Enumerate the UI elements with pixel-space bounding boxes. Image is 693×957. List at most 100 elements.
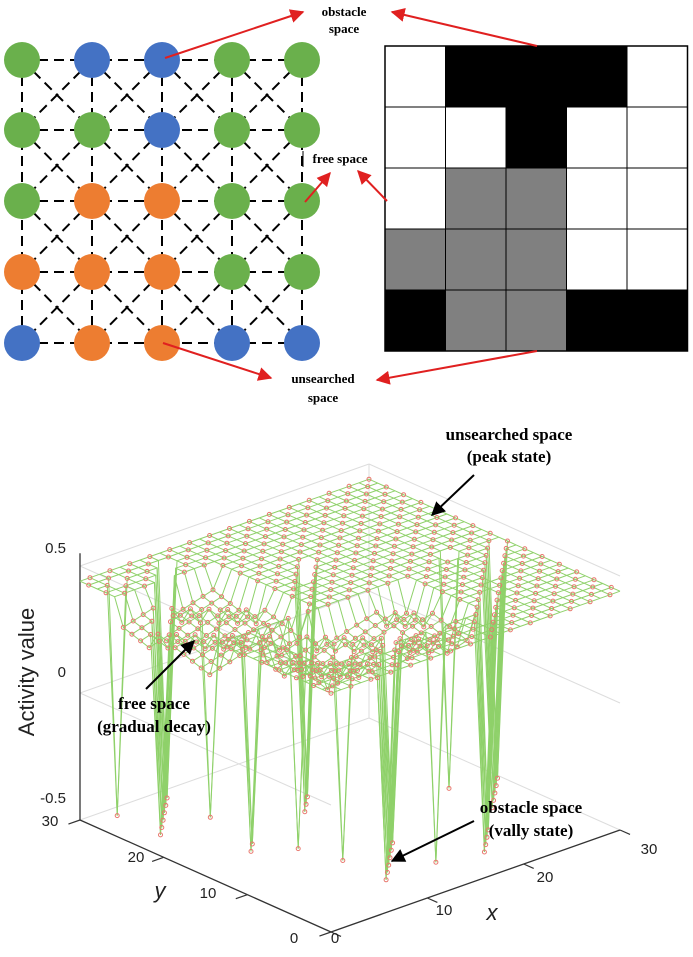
data-point <box>352 557 358 563</box>
grid-cell-black <box>505 45 567 108</box>
data-point <box>455 631 461 637</box>
mesh-column <box>139 559 392 845</box>
data-point <box>244 533 250 539</box>
label-unsearched-space-l2: space <box>308 390 339 405</box>
data-point <box>371 636 377 642</box>
data-point <box>429 648 435 654</box>
data-point <box>449 537 455 543</box>
data-point <box>190 600 196 606</box>
data-point <box>383 877 389 883</box>
data-point <box>360 635 366 641</box>
data-point <box>444 650 450 656</box>
data-point <box>321 520 327 526</box>
plot-annotations: unsearched space (peak state) free space… <box>97 425 583 862</box>
data-point <box>397 636 403 642</box>
data-point <box>503 545 509 551</box>
data-point <box>126 568 131 574</box>
data-point <box>237 653 243 658</box>
data-point <box>296 660 302 666</box>
data-point <box>421 624 427 630</box>
data-point <box>271 614 277 620</box>
data-point <box>446 785 452 791</box>
data-point <box>481 849 487 855</box>
data-point <box>478 582 484 588</box>
data-point <box>434 636 440 642</box>
plot-axis-line <box>330 829 621 933</box>
grid-cell-white <box>566 106 628 169</box>
data-point <box>189 613 195 619</box>
arrow-free-right <box>357 169 388 202</box>
data-point <box>368 642 374 648</box>
data-point <box>453 515 459 521</box>
data-point <box>330 654 336 660</box>
data-point <box>414 522 420 528</box>
data-point <box>312 675 318 681</box>
data-point <box>218 652 224 658</box>
grid-cell-black <box>566 45 628 108</box>
data-point <box>345 594 351 600</box>
data-point <box>107 568 113 574</box>
data-point <box>337 535 343 541</box>
data-point <box>106 575 112 581</box>
data-point <box>183 562 189 568</box>
data-point <box>413 529 419 535</box>
data-point <box>323 634 328 640</box>
data-point <box>224 644 230 650</box>
data-point <box>539 554 545 559</box>
data-point <box>327 660 333 666</box>
data-point <box>329 579 335 585</box>
data-point <box>353 654 359 660</box>
data-point <box>176 625 182 631</box>
lattice-node-green <box>214 254 250 290</box>
data-point <box>280 645 286 651</box>
data-point <box>138 638 144 644</box>
arrow-free-decay <box>145 640 195 690</box>
data-point <box>226 614 232 620</box>
arrow-obstacle-left <box>164 9 305 59</box>
data-point <box>494 597 500 603</box>
data-point <box>342 505 348 511</box>
data-point <box>354 622 360 628</box>
data-point <box>205 619 211 625</box>
data-point <box>350 641 356 647</box>
data-point <box>373 647 379 653</box>
data-point <box>428 655 434 661</box>
data-point <box>378 635 384 641</box>
data-point <box>213 626 219 632</box>
data-point <box>326 673 332 679</box>
data-point <box>337 674 343 680</box>
lattice-node-green <box>284 112 320 148</box>
data-point <box>120 624 126 630</box>
data-point <box>404 656 410 662</box>
data-point <box>308 594 314 600</box>
data-point <box>450 530 456 536</box>
data-point <box>217 665 223 671</box>
grid-cell-gray <box>384 228 446 291</box>
data-point <box>401 616 407 622</box>
data-point <box>187 540 193 546</box>
grid-cell-white <box>566 167 628 230</box>
grid-cell-gray <box>505 289 567 352</box>
data-point <box>294 640 300 646</box>
data-point <box>293 571 299 577</box>
data-point <box>283 660 289 666</box>
data-point <box>463 560 469 565</box>
data-point <box>293 675 299 681</box>
lattice-node-green <box>214 112 250 148</box>
data-point <box>361 506 367 512</box>
data-point <box>263 637 269 643</box>
data-point <box>260 548 266 554</box>
data-point <box>273 578 279 584</box>
grid-cell-black <box>445 45 507 108</box>
data-point <box>252 614 258 620</box>
data-point <box>261 541 267 547</box>
data-point <box>313 564 319 570</box>
data-point <box>288 628 294 633</box>
data-point <box>195 626 201 632</box>
data-point <box>251 627 257 633</box>
grid-cell-white <box>626 228 688 291</box>
data-point <box>547 613 553 619</box>
data-point <box>247 646 253 652</box>
data-point <box>515 583 521 589</box>
data-point <box>537 568 542 574</box>
